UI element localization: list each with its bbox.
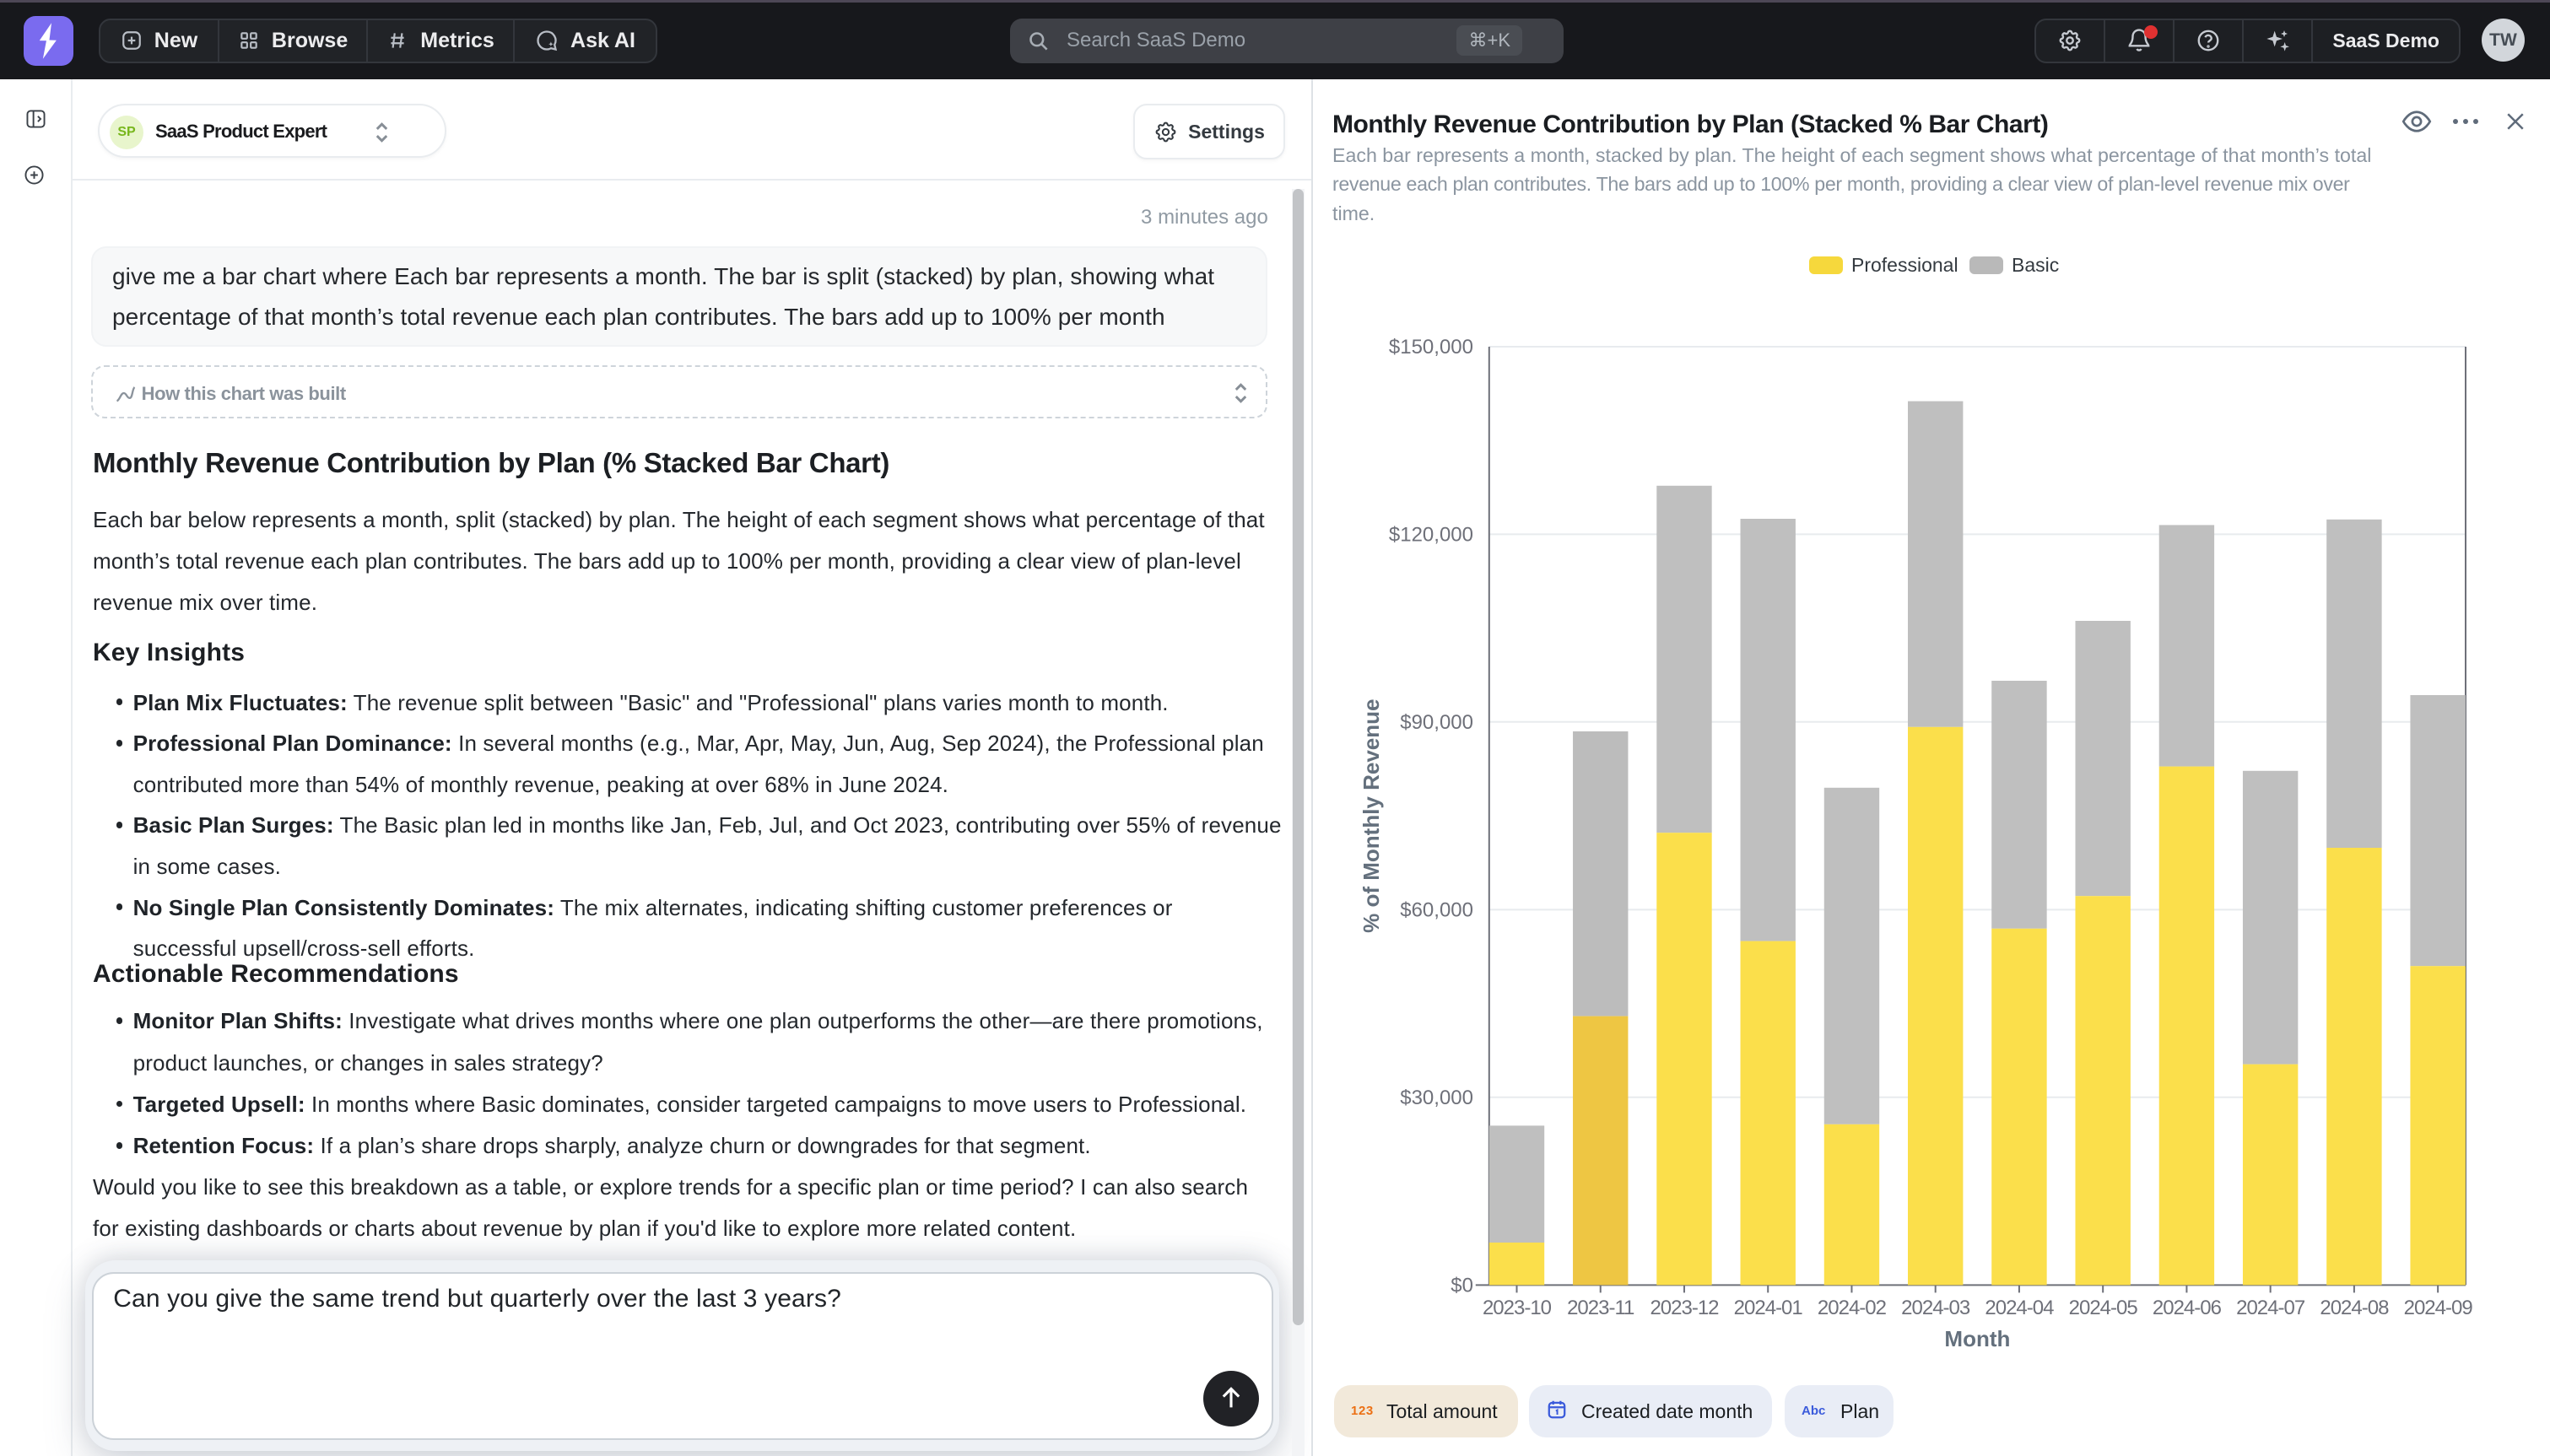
svg-text:2024-01: 2024-01: [1734, 1297, 1803, 1319]
svg-text:2024-06: 2024-06: [2153, 1297, 2222, 1319]
svg-text:2024-07: 2024-07: [2236, 1297, 2305, 1319]
svg-text:2024-03: 2024-03: [1901, 1297, 1970, 1319]
svg-text:2023-10: 2023-10: [1483, 1297, 1552, 1319]
svg-text:$0: $0: [1451, 1274, 1473, 1297]
svg-text:2024-09: 2024-09: [2404, 1297, 2473, 1319]
svg-text:2024-05: 2024-05: [2069, 1297, 2138, 1319]
svg-text:$90,000: $90,000: [1400, 711, 1473, 734]
svg-text:2023-12: 2023-12: [1650, 1297, 1719, 1319]
svg-text:$120,000: $120,000: [1389, 523, 1473, 546]
svg-text:2024-02: 2024-02: [1818, 1297, 1887, 1319]
svg-text:2023-11: 2023-11: [1567, 1297, 1634, 1319]
svg-text:$150,000: $150,000: [1389, 336, 1473, 359]
svg-text:2024-04: 2024-04: [1985, 1297, 2054, 1319]
svg-text:% of Monthly Revenue: % of Monthly Revenue: [1359, 699, 1384, 933]
svg-text:$60,000: $60,000: [1400, 898, 1473, 921]
svg-text:$30,000: $30,000: [1400, 1087, 1473, 1109]
svg-text:2024-08: 2024-08: [2320, 1297, 2389, 1319]
svg-text:Month: Month: [1944, 1326, 2010, 1351]
